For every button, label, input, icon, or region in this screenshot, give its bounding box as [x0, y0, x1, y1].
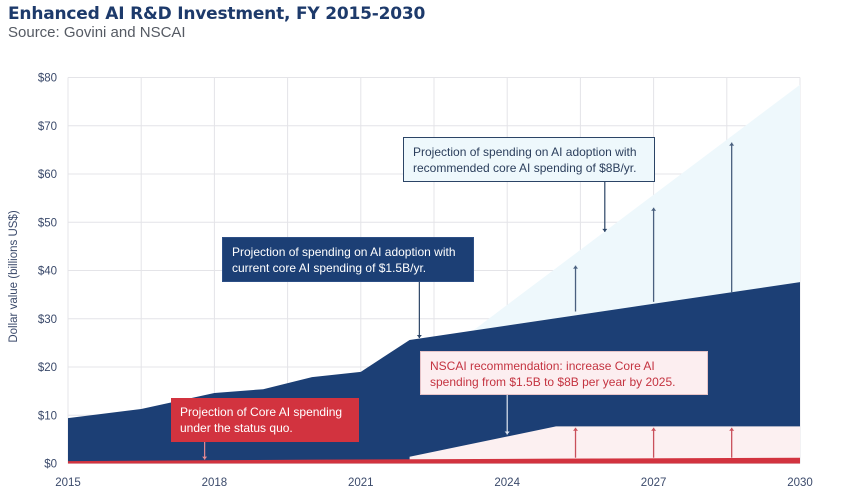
- growth-arrow: [729, 427, 735, 458]
- arrow-head-icon: [573, 427, 579, 431]
- annotation-current-adoption: Projection of spending on AI adoption wi…: [222, 237, 474, 282]
- annotation-text-line: Projection of Core AI spending: [180, 405, 343, 419]
- area-recommended-adoption: [473, 84, 800, 331]
- arrow-head-icon: [729, 142, 735, 146]
- growth-arrow: [651, 427, 657, 458]
- chart-subtitle: Source: Govini and NSCAI: [8, 24, 186, 41]
- pointer-head-icon: [602, 228, 608, 232]
- annotation-text-line: spending from $1.5B to $8B per year by 2…: [430, 375, 676, 389]
- y-tick-label: $40: [38, 266, 57, 278]
- y-axis-label: Dollar value (billions US$): [8, 210, 20, 342]
- arrow-head-icon: [573, 265, 579, 269]
- annotation-text-line: NSCAI recommendation: increase Core AI: [430, 359, 655, 373]
- arrow-head-icon: [651, 427, 657, 431]
- annotation-text-line: current core AI spending of $1.5B/yr.: [232, 261, 427, 275]
- x-tick-label: 2030: [787, 477, 813, 489]
- area-recommended-core: [409, 426, 800, 464]
- growth-arrow: [573, 427, 579, 458]
- annotation-pointer: [202, 442, 208, 460]
- x-tick-label: 2015: [55, 477, 81, 489]
- annotation-text-line: Projection of spending on AI adoption wi…: [232, 245, 456, 259]
- annotation-pointer: [602, 182, 608, 232]
- y-tick-label: $70: [38, 121, 57, 133]
- annotation-pointer: [416, 282, 422, 339]
- growth-arrow: [729, 142, 735, 293]
- annotation-text-line: Projection of spending on AI adoption wi…: [413, 145, 637, 159]
- x-tick-label: 2024: [494, 477, 520, 489]
- growth-arrow: [573, 265, 579, 312]
- x-tick-label: 2027: [641, 477, 667, 489]
- x-tick-label: 2018: [202, 477, 228, 489]
- y-tick-label: $30: [38, 314, 57, 326]
- annotation-recommended-adoption: Projection of spending on AI adoption wi…: [403, 137, 655, 182]
- chart-title: Enhanced AI R&D Investment, FY 2015-2030: [8, 4, 426, 24]
- annotation-pointers: [202, 182, 608, 460]
- annotation-status-quo: Projection of Core AI spending under the…: [171, 398, 359, 442]
- arrow-markers: [573, 142, 735, 458]
- y-tick-label: $10: [38, 410, 57, 422]
- y-tick-label: $60: [38, 169, 57, 181]
- area-status-quo-core: [68, 457, 800, 464]
- annotation-nscai-recommendation: NSCAI recommendation: increase Core AI s…: [420, 351, 708, 395]
- growth-arrow: [651, 207, 657, 302]
- arrow-head-icon: [729, 427, 735, 431]
- annotation-text-line: under the status quo.: [180, 421, 293, 435]
- annotation-text-line: recommended core AI spending of $8B/yr.: [413, 161, 637, 175]
- pointer-head-icon: [504, 431, 510, 435]
- y-tick-label: $0: [44, 459, 57, 471]
- pointer-head-icon: [416, 335, 422, 339]
- arrow-head-icon: [651, 207, 657, 211]
- y-tick-label: $80: [38, 73, 57, 85]
- y-tick-label: $50: [38, 217, 57, 229]
- y-axis-ticks: $0 $10 $20 $30 $40 $50 $60 $70 $80: [38, 73, 57, 471]
- x-tick-label: 2021: [348, 477, 374, 489]
- x-axis-ticks: 2015 2018 2021 2024 2027 2030: [55, 477, 813, 489]
- y-tick-label: $20: [38, 362, 57, 374]
- annotation-pointer: [504, 395, 510, 435]
- pointer-head-icon: [202, 456, 208, 460]
